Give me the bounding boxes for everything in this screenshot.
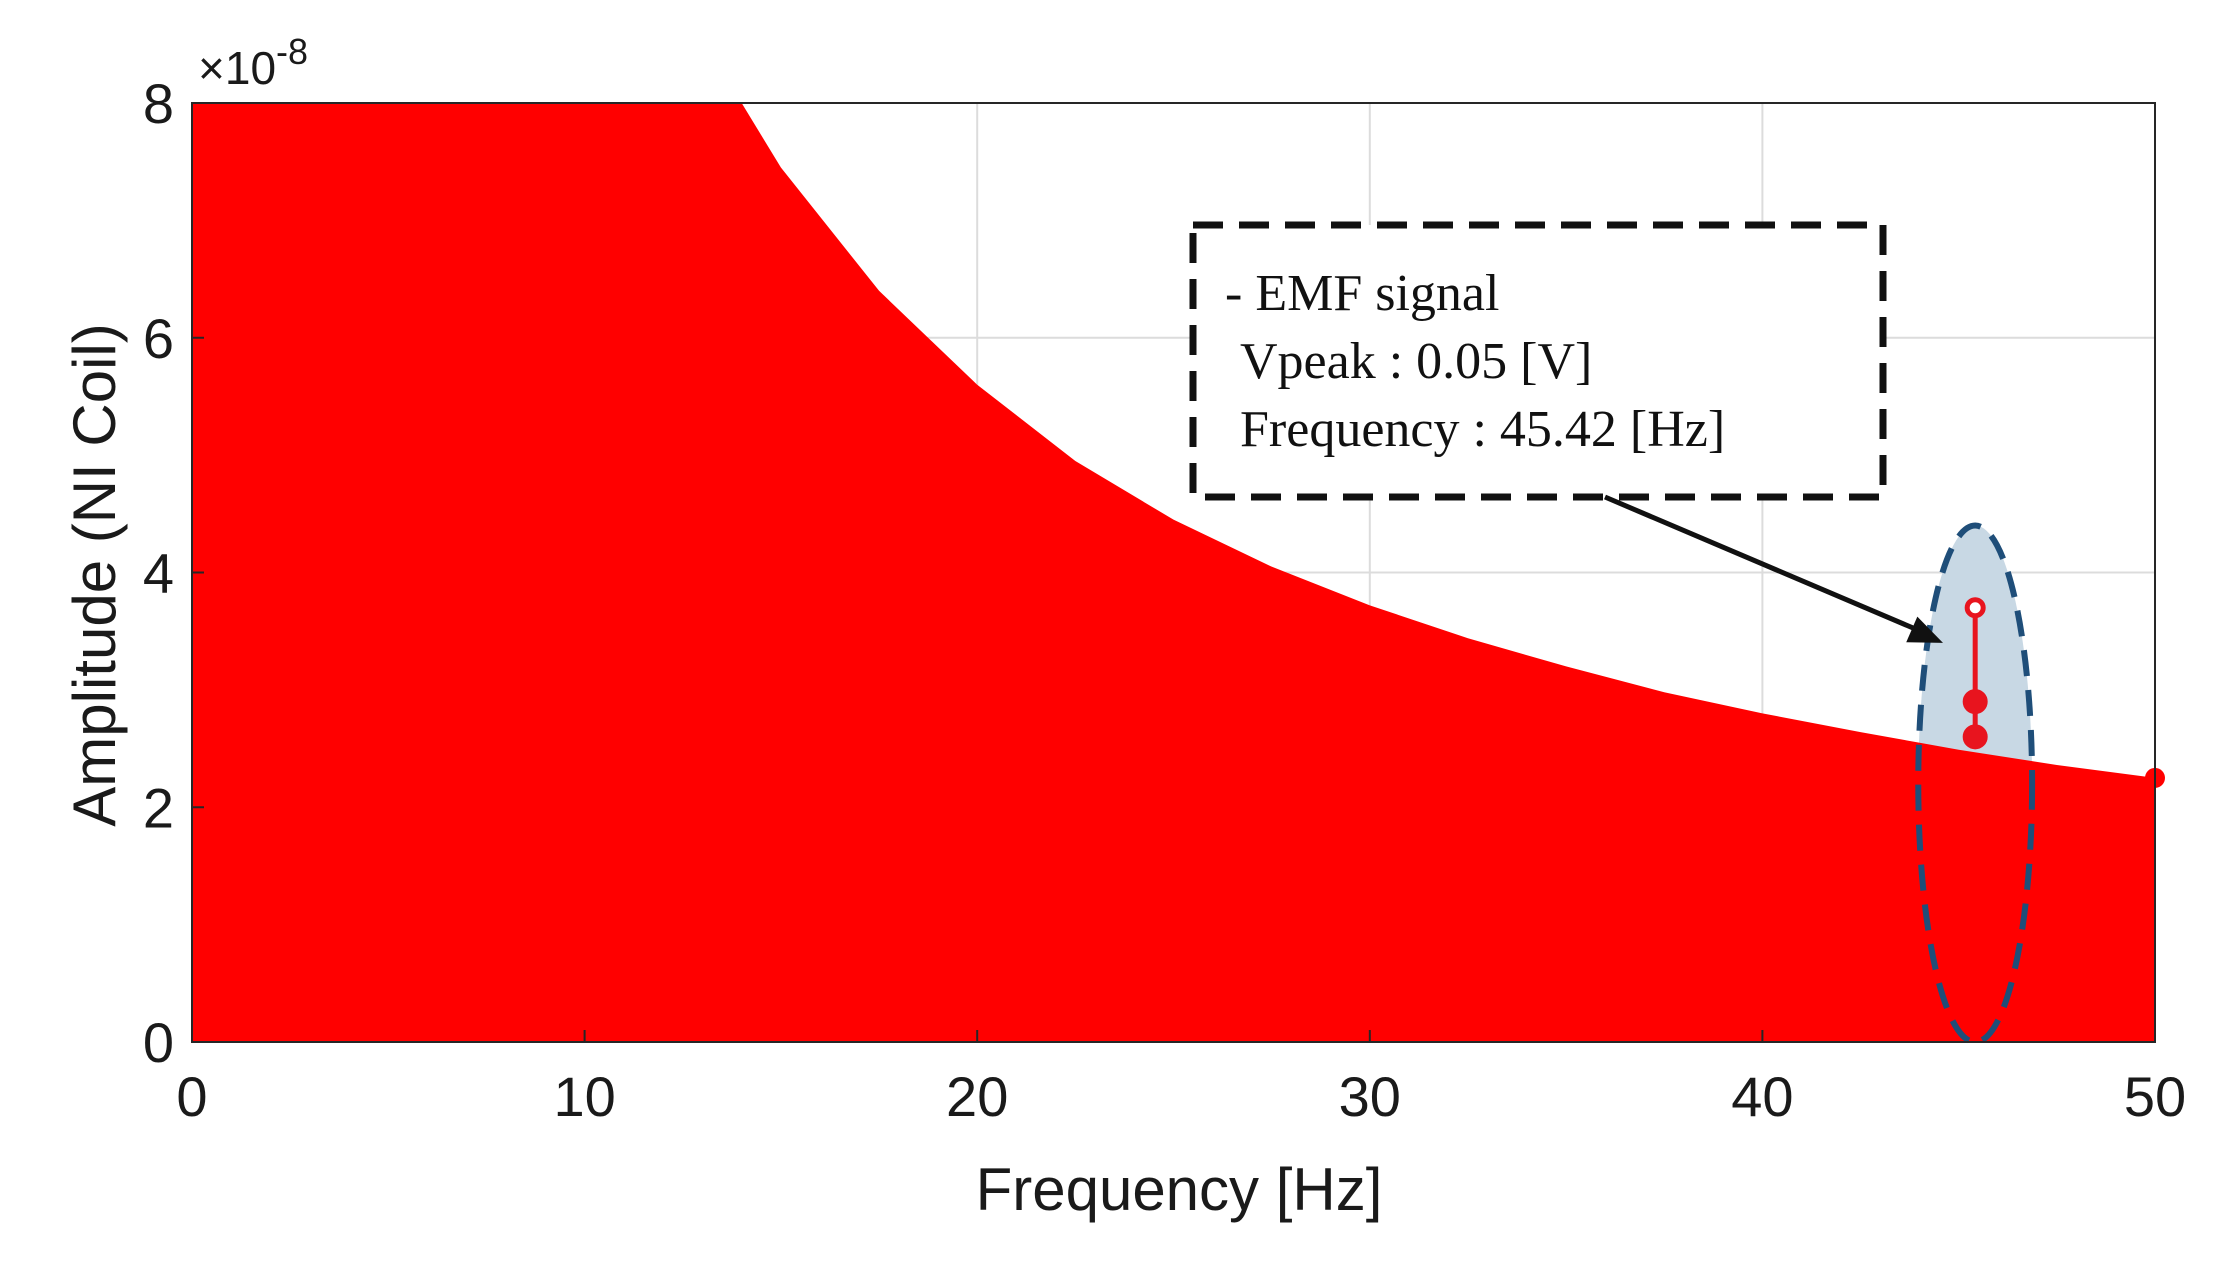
x-tick-label: 0: [176, 1065, 207, 1128]
annotation-arrow-shaft: [1604, 494, 1928, 637]
y-exponent-base: ×10: [198, 42, 276, 94]
y-exponent-power: -8: [276, 31, 308, 72]
x-tick-label: 30: [1339, 1065, 1401, 1128]
annotation-arrow-head: [1906, 616, 1943, 643]
y-tick-label: 4: [143, 542, 174, 605]
spectrum-area: [192, 103, 2155, 1042]
y-tick-label: 2: [143, 776, 174, 839]
x-tick-label: 40: [1731, 1065, 1793, 1128]
highlight-ellipse-outline: [1915, 522, 2036, 1046]
peak-marker: [1962, 724, 1988, 750]
y-tick-label: 8: [143, 72, 174, 135]
annotation: - EMF signal Vpeak : 0.05 [V] Frequency : …: [1189, 221, 1943, 643]
y-tick-label: 6: [143, 307, 174, 370]
y-axis-label: Amplitude (NI Coil): [61, 323, 128, 826]
ticks: 0 10 20 30 40 50 0 2 4 6 8: [143, 72, 2186, 1128]
annotation-line: Frequency : 45.42 [Hz]: [1240, 401, 1725, 458]
plot-area: [192, 103, 2165, 1046]
annotation-line: - EMF signal: [1225, 265, 1499, 322]
peak-marker: [1962, 689, 1988, 715]
x-axis-label: Frequency [Hz]: [976, 1156, 1383, 1223]
x-tick-label: 50: [2124, 1065, 2186, 1128]
annotation-box: [1189, 221, 1887, 501]
x-tick-label: 20: [946, 1065, 1008, 1128]
peak-marker: [1964, 597, 1986, 619]
y-tick-label: 0: [143, 1011, 174, 1074]
x-tick-label: 10: [553, 1065, 615, 1128]
y-axis-exponent: ×10-8: [198, 31, 308, 94]
annotation-line: Vpeak : 0.05 [V]: [1240, 333, 1592, 390]
